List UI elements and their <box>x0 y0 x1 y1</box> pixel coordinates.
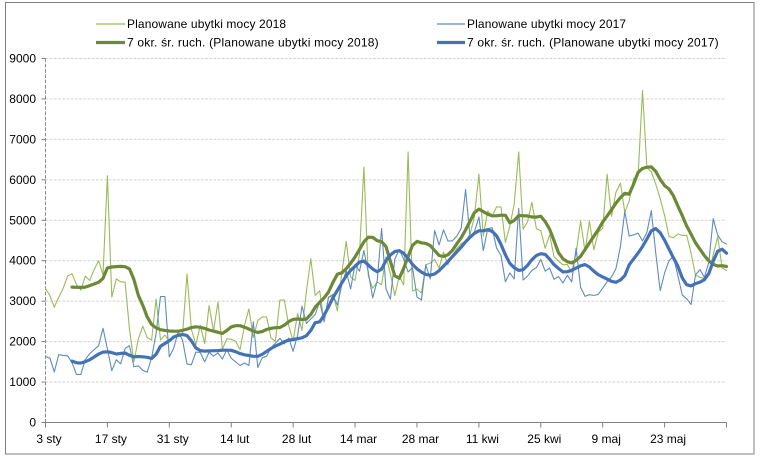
svg-text:11 kwi: 11 kwi <box>466 432 499 446</box>
svg-text:7000: 7000 <box>9 132 36 146</box>
svg-text:3 sty: 3 sty <box>36 432 61 446</box>
svg-text:Planowane ubytki mocy 2018: Planowane ubytki mocy 2018 <box>127 17 286 31</box>
svg-text:1000: 1000 <box>9 375 36 389</box>
svg-text:8000: 8000 <box>9 92 36 106</box>
svg-text:7 okr. śr. ruch. (Planowane ub: 7 okr. śr. ruch. (Planowane ubytki mocy … <box>127 36 379 50</box>
svg-text:14 lut: 14 lut <box>220 432 250 446</box>
svg-text:31 sty: 31 sty <box>157 432 189 446</box>
svg-text:28 lut: 28 lut <box>282 432 312 446</box>
svg-text:Planowane ubytki mocy 2017: Planowane ubytki mocy 2017 <box>467 17 626 31</box>
svg-text:14 mar: 14 mar <box>340 432 377 446</box>
svg-text:5000: 5000 <box>9 213 36 227</box>
svg-text:25 kwi: 25 kwi <box>527 432 561 446</box>
svg-text:17 sty: 17 sty <box>95 432 127 446</box>
svg-text:9 maj: 9 maj <box>592 432 621 446</box>
svg-text:0: 0 <box>29 416 36 430</box>
svg-text:23 maj: 23 maj <box>650 432 686 446</box>
svg-text:3000: 3000 <box>9 294 36 308</box>
svg-text:2000: 2000 <box>9 335 36 349</box>
svg-text:28 mar: 28 mar <box>402 432 439 446</box>
svg-text:6000: 6000 <box>9 173 36 187</box>
svg-text:9000: 9000 <box>9 52 36 66</box>
svg-text:4000: 4000 <box>9 254 36 268</box>
svg-text:7 okr. śr. ruch. (Planowane ub: 7 okr. śr. ruch. (Planowane ubytki mocy … <box>467 36 719 50</box>
